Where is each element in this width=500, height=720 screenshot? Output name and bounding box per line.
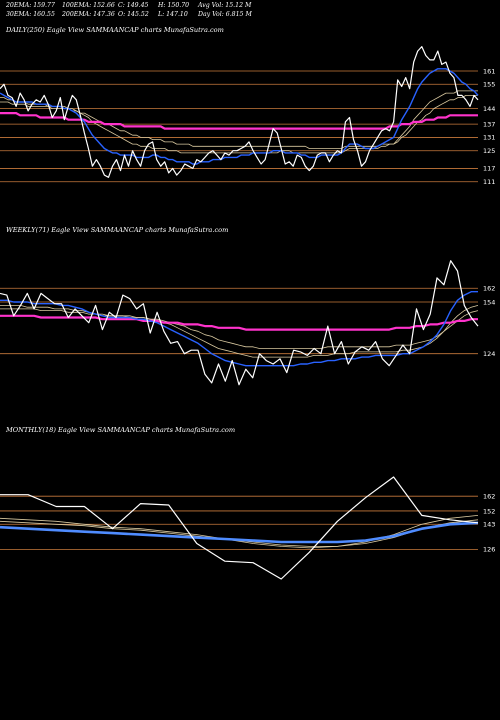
weekly-ema-slow — [0, 314, 478, 331]
weekly-ema-fast — [0, 291, 478, 367]
daily-level-label: 155 — [483, 81, 495, 89]
daily-level-label: 161 — [483, 67, 495, 75]
monthly-panel-label: MONTHLY(18) Eagle View SAMMAANCAP charts… — [6, 426, 236, 434]
daily-level-label: 137 — [483, 120, 495, 128]
monthly-price-line — [0, 476, 479, 580]
monthly-ema-fast — [0, 521, 479, 544]
daily-ema-slow — [0, 111, 478, 130]
monthly-level-label: 152 — [483, 507, 495, 515]
daily-ema-band-b — [0, 95, 478, 149]
weekly-price-line — [0, 260, 479, 386]
stat-avg-vol: Avg Vol: 15.12 M — [198, 2, 252, 9]
stat-ema200: 200EMA: 147.36 — [62, 11, 115, 18]
stat-day-vol: Day Vol: 6.815 M — [198, 11, 252, 18]
daily-ema-band-a — [0, 90, 478, 154]
stat-ema100: 100EMA: 152.66 — [62, 2, 115, 9]
monthly-ema-band-a — [0, 515, 479, 549]
daily-price-line — [0, 45, 479, 178]
weekly-ema-band-b — [0, 308, 479, 349]
monthly-level-label: 126 — [483, 546, 495, 554]
stat-open: O: 145.52 — [118, 11, 149, 18]
weekly-level-label: 154 — [483, 298, 495, 306]
weekly-level-label: 124 — [483, 350, 495, 358]
stat-close: C: 149.45 — [118, 2, 149, 9]
stat-low: L: 147.10 — [158, 11, 188, 18]
daily-ema-fast — [0, 68, 479, 165]
stat-high: H: 150.70 — [158, 2, 190, 9]
monthly-level-label: 143 — [483, 521, 495, 529]
weekly-panel-label: WEEKLY(71) Eagle View SAMMAANCAP charts … — [6, 226, 229, 234]
monthly-level-label: 162 — [483, 492, 495, 500]
stat-ema30: 30EMA: 160.55 — [6, 11, 55, 18]
daily-level-label: 111 — [483, 178, 495, 186]
daily-level-label: 125 — [483, 147, 495, 155]
daily-panel-label: DAILY(250) Eagle View SAMMAANCAP charts … — [6, 26, 224, 34]
stat-ema20: 20EMA: 159.77 — [6, 2, 55, 9]
daily-level-label: 131 — [483, 134, 495, 142]
weekly-level-label: 162 — [483, 285, 495, 293]
daily-level-label: 144 — [483, 105, 495, 113]
daily-level-label: 117 — [483, 165, 495, 173]
